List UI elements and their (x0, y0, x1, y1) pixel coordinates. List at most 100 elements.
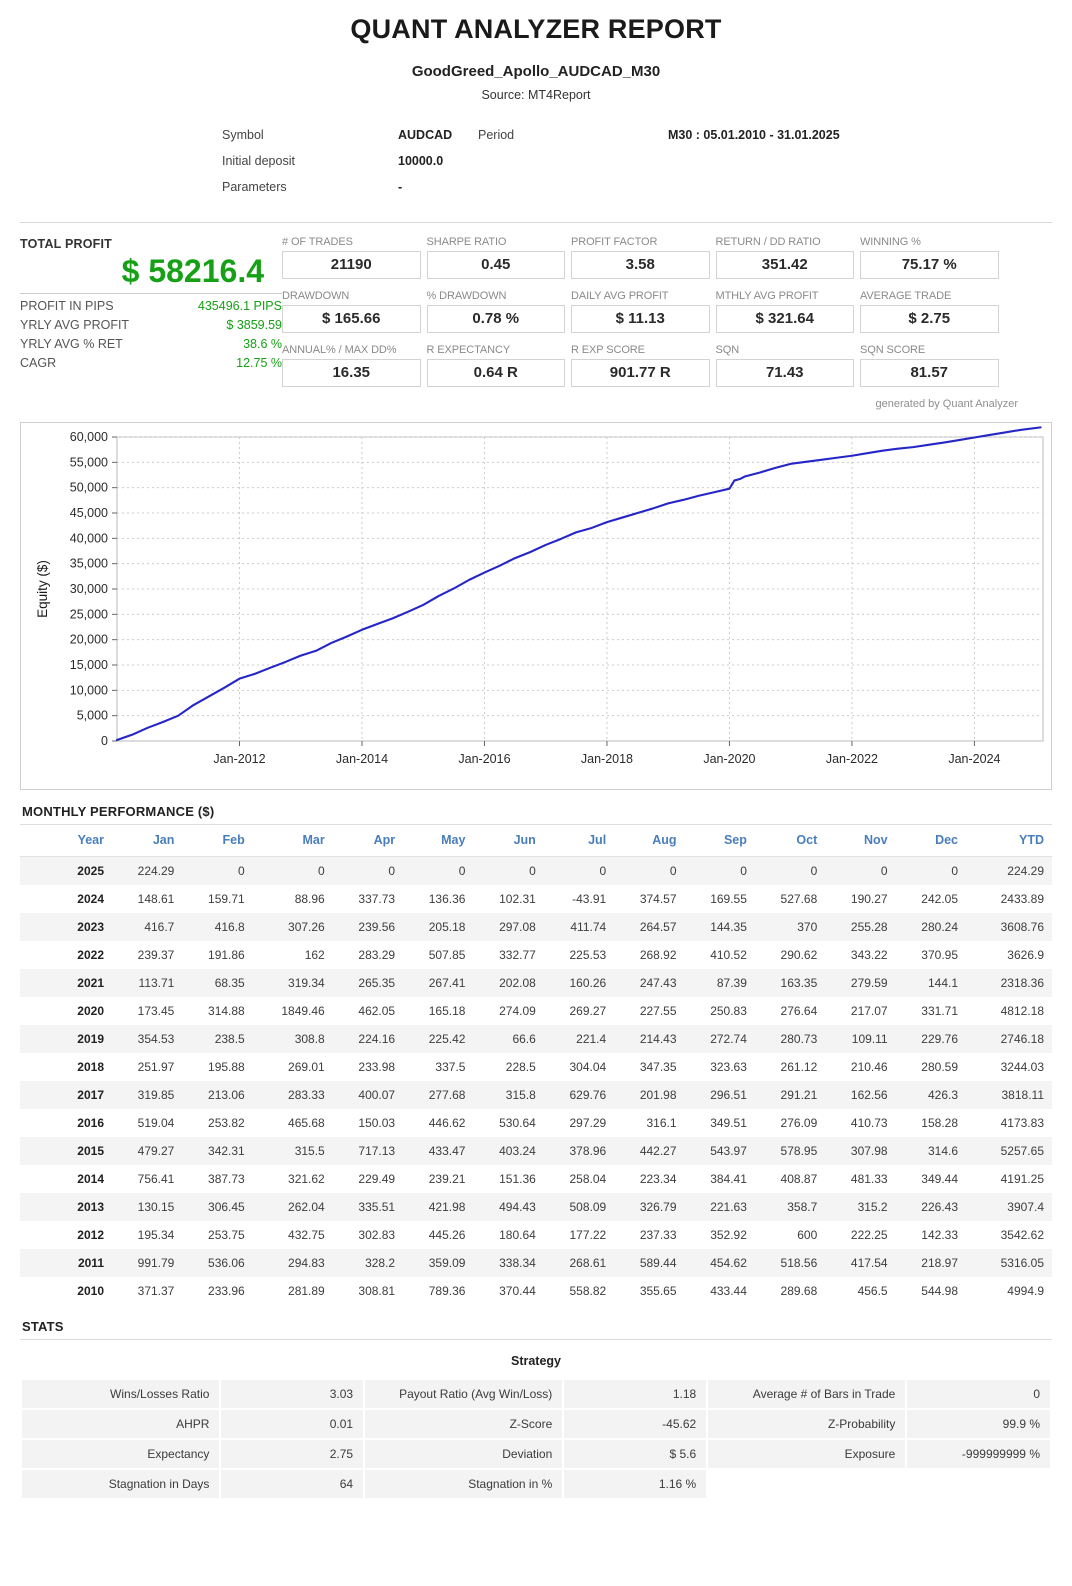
cell-ytd: 3542.62 (1000, 1227, 1044, 1242)
y-tick-label: 30,000 (70, 582, 108, 596)
cell-month: 323.63 (710, 1059, 747, 1074)
cell-month: 297.08 (499, 919, 536, 934)
cell-month: 233.98 (358, 1059, 396, 1074)
column-header-jun: Jun (473, 824, 544, 857)
stat-label: Stagnation in Days (22, 1469, 220, 1498)
cell-month: 342.31 (208, 1143, 245, 1158)
metric-row: ANNUAL% / MAX DD% 16.35 R EXPECTANCY 0.64 R… (282, 343, 1052, 397)
metric-value: 0.64 R (426, 358, 565, 387)
metric-value: 0.45 (426, 250, 565, 279)
cell-month: 269.27 (569, 1003, 607, 1018)
cell-month: 0 (810, 863, 818, 878)
cell-month: 442.27 (639, 1143, 677, 1158)
profit-metric-value: 12.75 % (236, 355, 282, 370)
strategy-column-header: Strategy (510, 1353, 562, 1368)
cell-month: 403.24 (499, 1143, 536, 1158)
cell-month: 144.35 (710, 919, 747, 934)
metric-caption: DRAWDOWN (282, 289, 350, 302)
cell-ytd: 2318.36 (1000, 975, 1044, 990)
row-year: 2020 (77, 1003, 104, 1018)
cell-month: 358.7 (787, 1199, 818, 1214)
row-year: 2011 (77, 1255, 104, 1270)
cell-month: 1849.46 (281, 1003, 325, 1018)
stats-row: Expectancy 2.75 Deviation $ 5.6 Exposure -999… (22, 1439, 1050, 1468)
cell-month: 250.83 (710, 1003, 747, 1018)
cell-month: 297.29 (569, 1115, 607, 1130)
cell-month: 370 (797, 919, 818, 934)
cell-month: 213.06 (208, 1087, 245, 1102)
cell-month: 315.5 (294, 1143, 325, 1158)
metric-cell: R EXP SCORE 901.77 R (571, 343, 716, 397)
table-row: 2010 371.37 233.96 281.89 308.81 789.36 370.44… (20, 1276, 1052, 1305)
monthly-performance-table: Year Jan Feb Mar Apr May Jun Jul Aug Sep Oct Nov Dec… (20, 824, 1052, 1305)
cell-month: 319.34 (288, 975, 325, 990)
cell-month: 426.3 (927, 1087, 958, 1102)
metric-caption: R EXPECTANCY (426, 343, 511, 356)
profit-metric-row: YRLY AVG PROFIT $ 3859.59 (20, 316, 282, 335)
metric-caption: WINNING % (860, 236, 921, 248)
cell-month: 302.83 (358, 1227, 396, 1242)
cell-month: 0 (238, 863, 245, 878)
x-tick-label: Jan-2012 (213, 752, 265, 766)
cell-month: 445.26 (428, 1227, 466, 1242)
cell-month: 88.96 (294, 891, 325, 906)
cell-month: 355.65 (639, 1283, 677, 1298)
cell-ytd: 4173.83 (1000, 1115, 1044, 1130)
cell-month: 144.1 (927, 975, 958, 990)
stats-divider (20, 1338, 1052, 1340)
cell-month: 261.12 (780, 1059, 818, 1074)
info-row-deposit: Initial deposit 10000.0 (222, 154, 1072, 180)
table-row: 2019 354.53 238.5 308.8 224.16 225.42 66.6 221.… (20, 1024, 1052, 1053)
stats-row: Stagnation in Days 64 Stagnation in % 1.16 … (22, 1469, 1050, 1498)
column-header-sep: Sep (684, 824, 755, 857)
cell-month: 354.53 (137, 1031, 175, 1046)
metric-value: $ 165.66 (282, 304, 421, 333)
row-year: 2010 (77, 1283, 104, 1298)
metric-cell: R EXPECTANCY 0.64 R (426, 343, 572, 397)
column-header-apr: Apr (332, 824, 404, 857)
cell-month: 242.05 (921, 891, 958, 906)
cell-month: 205.18 (428, 919, 466, 934)
cell-month: 163.35 (780, 975, 818, 990)
cell-month: 527.68 (780, 891, 818, 906)
cell-month: 629.76 (569, 1087, 607, 1102)
metric-value: $ 2.75 (860, 304, 999, 333)
cell-ytd: 5316.05 (1000, 1255, 1044, 1270)
cell-month: 264.57 (639, 919, 677, 934)
stat-value (907, 1469, 1050, 1498)
cell-month: 283.29 (358, 947, 396, 962)
y-tick-label: 55,000 (70, 455, 108, 469)
cell-month: 296.51 (710, 1087, 747, 1102)
cell-month: 202.08 (499, 975, 536, 990)
row-year: 2018 (77, 1059, 104, 1074)
stat-label: Z-Score (365, 1409, 563, 1438)
metric-cell: SQN SCORE 81.57 (860, 343, 1005, 397)
profit-metric-value: $ 3859.59 (226, 317, 282, 332)
y-tick-label: 45,000 (70, 506, 108, 520)
table-row: 2013 130.15 306.45 262.04 335.51 421.98 494.43… (20, 1192, 1052, 1221)
cell-month: 136.36 (428, 891, 466, 906)
metric-cell: PROFIT FACTOR 3.58 (571, 235, 716, 289)
column-header-aug: Aug (614, 824, 685, 857)
metric-cell: # OF TRADES 21190 (282, 235, 427, 289)
cell-month: 272.74 (710, 1031, 747, 1046)
stat-value: 64 (221, 1469, 364, 1498)
y-tick-label: 10,000 (70, 683, 108, 697)
cell-month: 578.95 (780, 1143, 818, 1158)
y-tick-label: 20,000 (70, 632, 108, 646)
x-tick-label: Jan-2016 (458, 752, 510, 766)
cell-month: 177.22 (569, 1227, 607, 1242)
cell-month: 223.34 (639, 1171, 677, 1186)
cell-month: 274.09 (499, 1003, 536, 1018)
metric-caption: SQN (715, 343, 740, 356)
cell-month: 494.43 (499, 1199, 536, 1214)
cell-month: 227.55 (639, 1003, 677, 1018)
stats-row: AHPR 0.01 Z-Score -45.62 Z-Probability 99.9 % (22, 1409, 1050, 1438)
row-year: 2015 (77, 1143, 104, 1158)
profit-metric-value: 435496.1 PIPS (197, 298, 282, 313)
summary-section: TOTAL PROFIT $ 58216.4 PROFIT IN PIPS 435… (0, 223, 1072, 410)
cell-month: 289.68 (780, 1283, 818, 1298)
cell-month: 158.28 (921, 1115, 958, 1130)
cell-month: 432.75 (288, 1227, 325, 1242)
stat-value: 0 (907, 1379, 1050, 1408)
